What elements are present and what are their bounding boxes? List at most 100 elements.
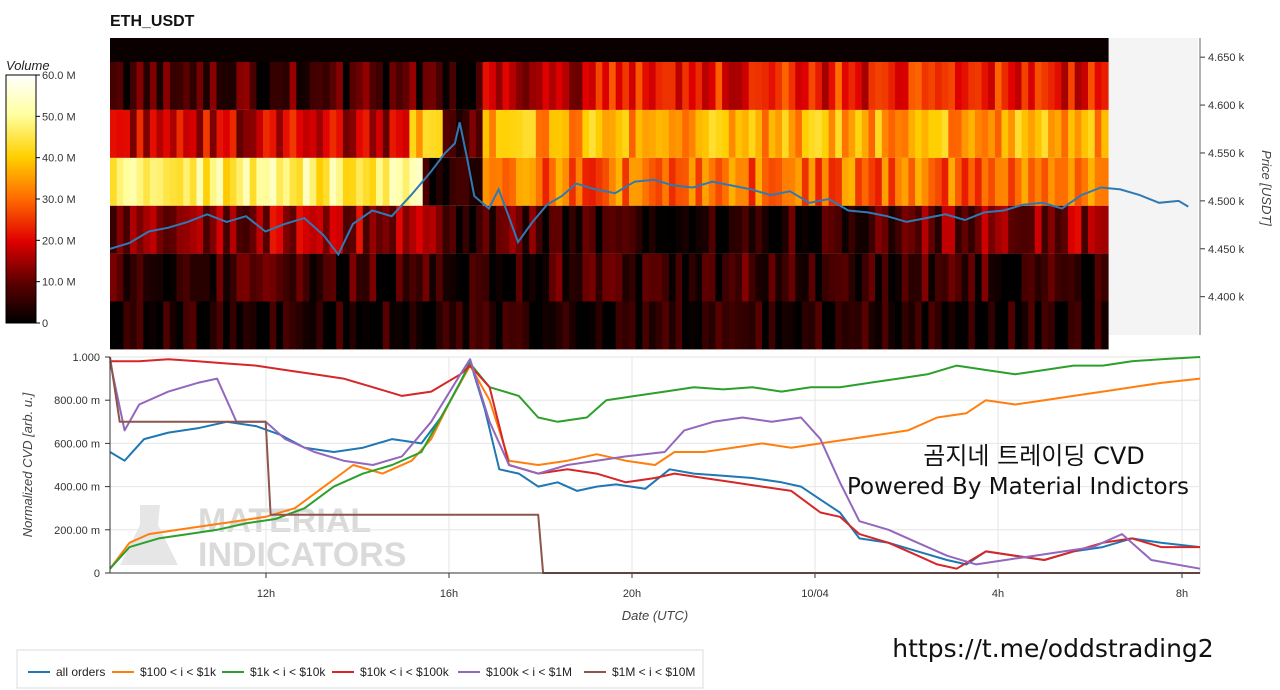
heatmap-cell xyxy=(409,301,417,350)
heatmap-cell xyxy=(1021,205,1029,254)
heatmap-cell xyxy=(888,62,896,110)
heatmap-cell xyxy=(1034,109,1043,158)
cvd-ytick-label: 600.00 m xyxy=(54,438,100,450)
heatmap-cell xyxy=(389,109,397,158)
heatmap-cell xyxy=(136,109,144,158)
heatmap-cell xyxy=(988,62,996,110)
heatmap-cell xyxy=(409,62,417,110)
heatmap-cell xyxy=(1001,301,1009,350)
heatmap-cell xyxy=(229,205,238,254)
heatmap-cell xyxy=(762,253,770,302)
heatmap-cell xyxy=(283,38,291,62)
heatmap-cell xyxy=(1034,62,1043,110)
heatmap-cell xyxy=(1074,109,1082,158)
heatmap-cell xyxy=(655,38,663,62)
heatmap-cell xyxy=(609,62,617,110)
heatmap-cell xyxy=(289,38,297,62)
heatmap-cell xyxy=(848,253,856,302)
heatmap-cell xyxy=(1094,301,1102,350)
heatmap-cell xyxy=(782,109,790,158)
heatmap-cell xyxy=(296,205,304,254)
heatmap-cell xyxy=(1014,38,1023,62)
heatmap-cell xyxy=(296,157,304,206)
cvd-xtick-label: 12h xyxy=(257,588,275,600)
heatmap-cell xyxy=(336,38,344,62)
heatmap-cell xyxy=(762,157,770,206)
heatmap-cell xyxy=(941,62,949,110)
heatmap-cell xyxy=(416,157,424,206)
heatmap-cell xyxy=(489,253,497,302)
heatmap-cell xyxy=(682,253,690,302)
heatmap-cell xyxy=(409,205,417,254)
heatmap-cell xyxy=(695,301,703,350)
heatmap-cell xyxy=(901,301,909,350)
heatmap-cell xyxy=(961,62,969,110)
heatmap-cell xyxy=(915,253,923,302)
heatmap-cell xyxy=(1034,253,1043,302)
heatmap-cell xyxy=(442,157,450,206)
heatmap-cell xyxy=(915,109,923,158)
chart-title: ETH_USDT xyxy=(110,13,195,30)
heatmap-cell xyxy=(775,253,783,302)
heatmap-cell xyxy=(615,253,623,302)
heatmap-cell xyxy=(782,38,790,62)
heatmap-cell xyxy=(123,38,131,62)
heatmap-cell xyxy=(329,62,337,110)
heatmap-cell xyxy=(1001,109,1009,158)
heatmap-cell xyxy=(236,62,244,110)
cvd-series-line xyxy=(109,356,1201,570)
heatmap-cell xyxy=(562,38,570,62)
heatmap-cell xyxy=(396,62,404,110)
heatmap-cell xyxy=(342,301,351,350)
heatmap-cell xyxy=(216,109,224,158)
heatmap-cell xyxy=(156,62,164,110)
heatmap-cell xyxy=(815,253,823,302)
heatmap-cell xyxy=(236,253,244,302)
heatmap-cell xyxy=(329,157,337,206)
heatmap-cell xyxy=(1014,109,1023,158)
heatmap-cell xyxy=(1101,157,1109,206)
heatmap-cell xyxy=(881,205,890,254)
heatmap-cell xyxy=(735,38,743,62)
heatmap-cell xyxy=(495,38,504,62)
heatmap-cell xyxy=(369,253,377,302)
heatmap-cell xyxy=(1054,62,1063,110)
heatmap-cell xyxy=(356,301,364,350)
heatmap-cell xyxy=(342,253,351,302)
heatmap-cell xyxy=(189,38,198,62)
heatmap-cell xyxy=(648,253,657,302)
heatmap-cell xyxy=(908,109,916,158)
heatmap-cell xyxy=(469,301,477,350)
heatmap-cell xyxy=(881,38,890,62)
overlay-korean-title: 곰지네 트레이딩 CVD xyxy=(923,442,1144,470)
heatmap-cell xyxy=(522,109,530,158)
heatmap-cell xyxy=(475,301,484,350)
heatmap-cell xyxy=(1014,157,1023,206)
heatmap-cell xyxy=(742,38,750,62)
heatmap-cell xyxy=(515,109,524,158)
heatmap-cell xyxy=(835,109,843,158)
heatmap-cell xyxy=(742,109,750,158)
heatmap-cell xyxy=(1081,157,1089,206)
heatmap-cell xyxy=(189,109,198,158)
heatmap-cell xyxy=(835,62,843,110)
heatmap-cell xyxy=(835,205,843,254)
heatmap-cell xyxy=(515,38,524,62)
heatmap-cell xyxy=(389,38,397,62)
heatmap-cell xyxy=(376,253,384,302)
heatmap-cell xyxy=(742,205,750,254)
heatmap-cell xyxy=(349,157,357,206)
heatmap-cell xyxy=(549,38,557,62)
heatmap-cell xyxy=(302,62,311,110)
heatmap-cell xyxy=(988,38,996,62)
heatmap-cell xyxy=(263,205,271,254)
heatmap-cell xyxy=(216,157,224,206)
heatmap-cell xyxy=(1101,62,1109,110)
heatmap-cell xyxy=(535,38,544,62)
heatmap-cell xyxy=(875,205,883,254)
heatmap-cell xyxy=(542,109,550,158)
heatmap-cell xyxy=(482,253,490,302)
heatmap-cell xyxy=(456,253,464,302)
heatmap-cell xyxy=(648,38,657,62)
heatmap-cell xyxy=(442,205,450,254)
